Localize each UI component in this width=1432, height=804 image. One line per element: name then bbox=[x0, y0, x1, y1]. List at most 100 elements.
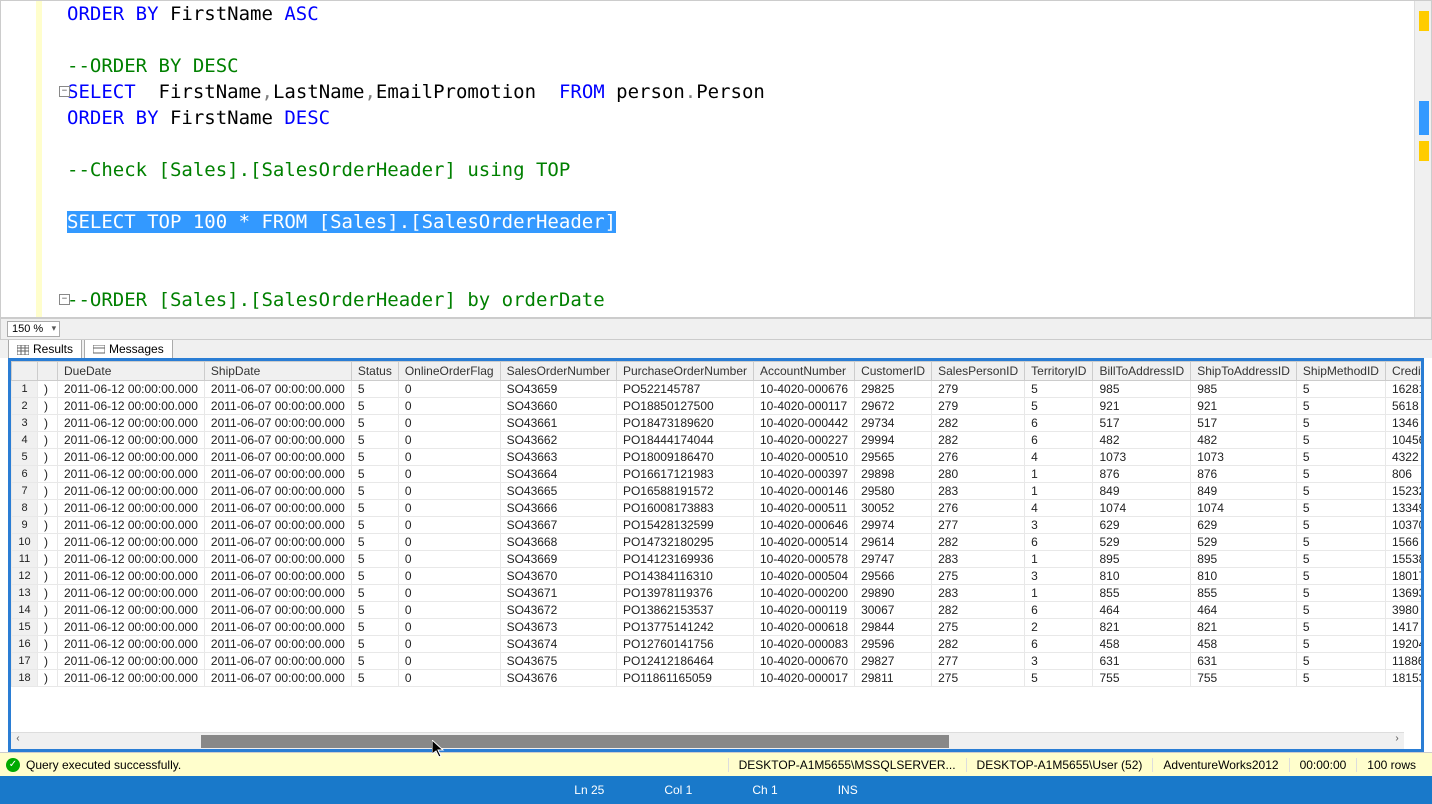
cell[interactable]: 464 bbox=[1191, 602, 1297, 619]
cell[interactable]: 279 bbox=[932, 381, 1025, 398]
cell[interactable]: 4322 bbox=[1385, 449, 1421, 466]
cell[interactable]: 5 bbox=[351, 381, 398, 398]
row-number[interactable]: 9 bbox=[12, 517, 38, 534]
column-header[interactable]: CreditCardID bbox=[1385, 362, 1421, 381]
cell[interactable]: 29614 bbox=[855, 534, 932, 551]
scroll-right-icon[interactable]: › bbox=[1394, 734, 1400, 745]
cell[interactable]: 10-4020-000119 bbox=[754, 602, 855, 619]
cell[interactable]: 1346 bbox=[1385, 415, 1421, 432]
editor-content[interactable]: ORDER BY FirstName ASC --ORDER BY DESC−S… bbox=[51, 1, 1411, 317]
cell[interactable]: SO43663 bbox=[500, 449, 616, 466]
cell[interactable]: 5 bbox=[351, 483, 398, 500]
cell[interactable]: 5 bbox=[1296, 670, 1385, 687]
editor-vertical-scrollbar[interactable] bbox=[1414, 1, 1431, 317]
editor-line[interactable] bbox=[67, 27, 1395, 53]
cell[interactable]: 18017 bbox=[1385, 568, 1421, 585]
cell[interactable]: 29994 bbox=[855, 432, 932, 449]
table-row[interactable]: 6)2011-06-12 00:00:00.0002011-06-07 00:0… bbox=[12, 466, 1422, 483]
cell[interactable]: 5 bbox=[1296, 636, 1385, 653]
cell[interactable]: PO14384116310 bbox=[616, 568, 753, 585]
table-row[interactable]: 16)2011-06-12 00:00:00.0002011-06-07 00:… bbox=[12, 636, 1422, 653]
cell[interactable]: 282 bbox=[932, 534, 1025, 551]
row-number[interactable]: 3 bbox=[12, 415, 38, 432]
table-row[interactable]: 10)2011-06-12 00:00:00.0002011-06-07 00:… bbox=[12, 534, 1422, 551]
cell[interactable]: SO43662 bbox=[500, 432, 616, 449]
cell[interactable]: 0 bbox=[398, 670, 500, 687]
cell[interactable]: 13349 bbox=[1385, 500, 1421, 517]
cell[interactable]: 5 bbox=[1025, 670, 1093, 687]
cell[interactable]: 1074 bbox=[1093, 500, 1191, 517]
column-header[interactable] bbox=[38, 362, 58, 381]
cell[interactable]: 5 bbox=[1025, 381, 1093, 398]
cell[interactable]: 29890 bbox=[855, 585, 932, 602]
cell[interactable]: ) bbox=[38, 483, 58, 500]
cell[interactable]: PO18473189620 bbox=[616, 415, 753, 432]
cell[interactable]: 2011-06-07 00:00:00.000 bbox=[204, 619, 351, 636]
cell[interactable]: 2011-06-07 00:00:00.000 bbox=[204, 449, 351, 466]
cell[interactable]: 2011-06-12 00:00:00.000 bbox=[58, 449, 205, 466]
cell[interactable]: 2011-06-07 00:00:00.000 bbox=[204, 466, 351, 483]
cell[interactable]: 2011-06-07 00:00:00.000 bbox=[204, 398, 351, 415]
cell[interactable]: 921 bbox=[1093, 398, 1191, 415]
cell[interactable]: SO43664 bbox=[500, 466, 616, 483]
results-horizontal-scrollbar[interactable]: ‹ › bbox=[11, 732, 1404, 749]
cell[interactable]: 849 bbox=[1191, 483, 1297, 500]
editor-line[interactable]: −--ORDER [Sales].[SalesOrderHeader] by o… bbox=[67, 287, 1395, 313]
cell[interactable]: 855 bbox=[1093, 585, 1191, 602]
cell[interactable]: 985 bbox=[1191, 381, 1297, 398]
cell[interactable]: 5 bbox=[351, 636, 398, 653]
column-header[interactable]: OnlineOrderFlag bbox=[398, 362, 500, 381]
cell[interactable]: 2011-06-07 00:00:00.000 bbox=[204, 602, 351, 619]
cell[interactable]: 5 bbox=[1296, 517, 1385, 534]
table-row[interactable]: 5)2011-06-12 00:00:00.0002011-06-07 00:0… bbox=[12, 449, 1422, 466]
cell[interactable]: 2011-06-12 00:00:00.000 bbox=[58, 568, 205, 585]
cell[interactable]: 1074 bbox=[1191, 500, 1297, 517]
cell[interactable]: 10-4020-000510 bbox=[754, 449, 855, 466]
cell[interactable]: 2011-06-12 00:00:00.000 bbox=[58, 670, 205, 687]
cell[interactable]: 30067 bbox=[855, 602, 932, 619]
cell[interactable]: 275 bbox=[932, 670, 1025, 687]
cell[interactable]: SO43675 bbox=[500, 653, 616, 670]
cell[interactable]: PO522145787 bbox=[616, 381, 753, 398]
cell[interactable]: PO13775141242 bbox=[616, 619, 753, 636]
cell[interactable]: 810 bbox=[1093, 568, 1191, 585]
table-row[interactable]: 2)2011-06-12 00:00:00.0002011-06-07 00:0… bbox=[12, 398, 1422, 415]
cell[interactable]: 5 bbox=[351, 398, 398, 415]
cell[interactable]: 985 bbox=[1093, 381, 1191, 398]
cell[interactable]: 283 bbox=[932, 483, 1025, 500]
cell[interactable]: 282 bbox=[932, 602, 1025, 619]
cell[interactable]: 10-4020-000442 bbox=[754, 415, 855, 432]
cell[interactable]: 2011-06-12 00:00:00.000 bbox=[58, 602, 205, 619]
cell[interactable]: 10-4020-000514 bbox=[754, 534, 855, 551]
sql-editor-pane[interactable]: ORDER BY FirstName ASC --ORDER BY DESC−S… bbox=[0, 0, 1432, 318]
cell[interactable]: 482 bbox=[1191, 432, 1297, 449]
row-number[interactable]: 5 bbox=[12, 449, 38, 466]
cell[interactable]: 2011-06-07 00:00:00.000 bbox=[204, 551, 351, 568]
cell[interactable]: 29827 bbox=[855, 653, 932, 670]
cell[interactable]: 15232 bbox=[1385, 483, 1421, 500]
cell[interactable]: 4 bbox=[1025, 449, 1093, 466]
cell[interactable]: PO12412186464 bbox=[616, 653, 753, 670]
cell[interactable]: SO43670 bbox=[500, 568, 616, 585]
cell[interactable]: 2011-06-07 00:00:00.000 bbox=[204, 534, 351, 551]
cell[interactable]: SO43674 bbox=[500, 636, 616, 653]
cell[interactable]: 1417 bbox=[1385, 619, 1421, 636]
cell[interactable]: 2011-06-12 00:00:00.000 bbox=[58, 551, 205, 568]
cell[interactable]: ) bbox=[38, 568, 58, 585]
row-number[interactable]: 2 bbox=[12, 398, 38, 415]
cell[interactable]: 0 bbox=[398, 449, 500, 466]
cell[interactable]: 5 bbox=[1296, 500, 1385, 517]
cell[interactable]: 895 bbox=[1093, 551, 1191, 568]
cell[interactable]: 0 bbox=[398, 551, 500, 568]
cell[interactable]: 5 bbox=[1296, 381, 1385, 398]
cell[interactable]: 5 bbox=[351, 551, 398, 568]
cell[interactable]: 276 bbox=[932, 449, 1025, 466]
editor-line[interactable]: ORDER BY FirstName DESC bbox=[67, 105, 1395, 131]
cell[interactable]: PO11861165059 bbox=[616, 670, 753, 687]
tab-results[interactable]: Results bbox=[8, 340, 82, 358]
cell[interactable]: 5 bbox=[351, 670, 398, 687]
cell[interactable]: 5 bbox=[1296, 466, 1385, 483]
cell[interactable]: 0 bbox=[398, 585, 500, 602]
cell[interactable]: 5 bbox=[1296, 619, 1385, 636]
cell[interactable]: 1 bbox=[1025, 551, 1093, 568]
